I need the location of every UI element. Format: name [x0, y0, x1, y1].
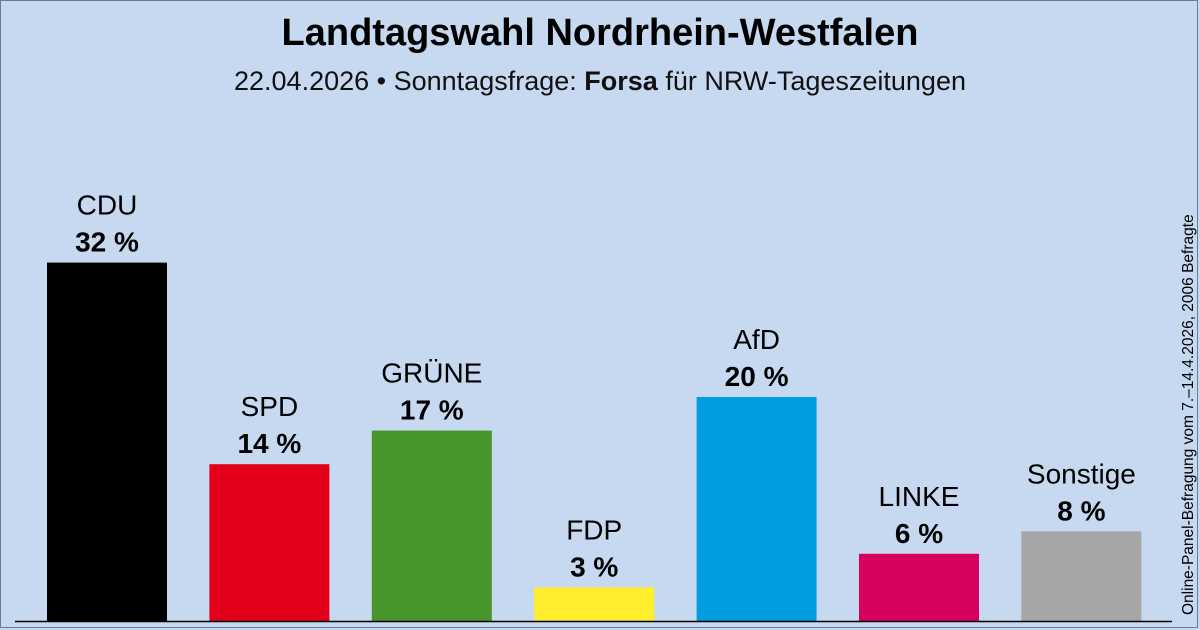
value-label-spd: 14 %: [237, 428, 301, 459]
bar-cdu: [47, 262, 167, 621]
value-label-linke: 6 %: [895, 518, 943, 549]
bar-linke: [859, 553, 979, 621]
party-label-gr-ne: GRÜNE: [381, 358, 482, 389]
bar-spd: [209, 464, 330, 621]
bar-afd: [696, 397, 817, 621]
subtitle-date: 22.04.2026: [234, 66, 370, 96]
value-label-afd: 20 %: [725, 361, 789, 392]
bar-sonstige: [1021, 531, 1142, 621]
bar-fdp: [534, 587, 655, 621]
subtitle-institute: Forsa: [584, 66, 658, 96]
chart-subtitle: 22.04.2026 • Sonntagsfrage: Forsa für NR…: [0, 66, 1200, 97]
party-label-cdu: CDU: [77, 190, 138, 221]
subtitle-separator: •: [376, 66, 387, 96]
subtitle-suffix: für NRW-Tageszeitungen: [665, 66, 966, 96]
party-label-linke: LINKE: [879, 481, 960, 512]
party-label-afd: AfD: [733, 324, 780, 355]
party-label-sonstige: Sonstige: [1027, 458, 1136, 489]
subtitle-prefix: Sonntagsfrage:: [393, 66, 577, 96]
party-label-fdp: FDP: [566, 514, 622, 545]
value-label-gr-ne: 17 %: [400, 395, 464, 426]
value-label-cdu: 32 %: [75, 227, 139, 258]
value-label-sonstige: 8 %: [1057, 495, 1105, 526]
value-label-fdp: 3 %: [570, 551, 618, 582]
bar-gr-ne: [371, 430, 492, 621]
survey-note: Online-Panel-Befragung vom 7.–14.4.2026,…: [1180, 214, 1197, 615]
party-label-spd: SPD: [241, 391, 299, 422]
chart-title: Landtagswahl Nordrhein-Westfalen: [281, 12, 919, 54]
